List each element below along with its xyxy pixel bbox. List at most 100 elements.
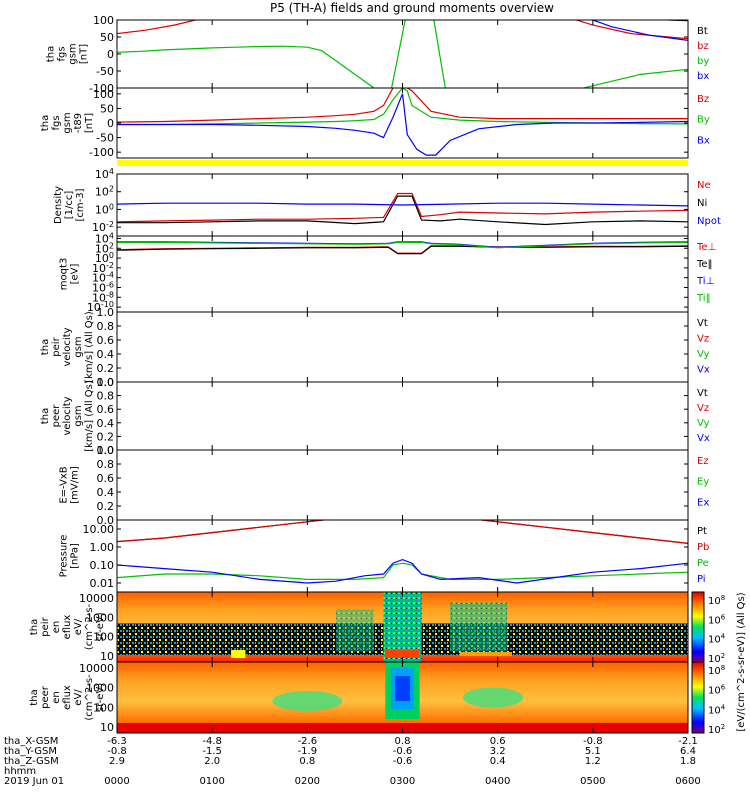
ytick-peir_velocity-2: 0.6 [97,334,115,347]
svg-text:[eV/(cm^2-s-sr-eV)] (All Qs): [eV/(cm^2-s-sr-eV)] (All Qs) [736,592,747,731]
series-fgs_dsl-2 [117,93,688,156]
svg-text:tha: tha [40,115,51,131]
svg-text:en: en [51,691,62,704]
svg-text:tha: tha [40,339,51,355]
ytick-efield-5: 0.0 [97,514,115,527]
svg-text:-t89: -t89 [73,113,84,133]
svg-text:tha: tha [46,46,57,62]
legend-pressure-0: Pt [697,526,707,537]
ylabel-peir_velocity: tha peir velocity gsm [km/s] (All Qs) [40,311,95,383]
ytick-fgs-3: -50 [96,65,114,78]
xrow-1-val-2: -1.9 [298,746,318,757]
ylabel-peer_velocity: tha peer velocity gsm [km/s] (All Qs) [40,380,95,452]
ytick-peir_eflux-1: 1000 [86,611,114,624]
panel-pressure: Pt Pb Pe Pi 10.00 1.00 0.10 0.01 Pressure [nPa] [59,519,709,593]
ytick-pressure-3: 0.01 [90,577,115,590]
svg-text:(cm^2-s-: (cm^2-s- [84,674,95,721]
ytick-peer_velocity-1: 0.8 [97,390,115,403]
svg-text:[nT]: [nT] [84,113,95,133]
ylabel-density: Density [1/cc] [cm-3] [53,186,86,224]
colorbar-strip-0 [691,591,705,663]
xrow-0-val-0: -6.3 [107,736,127,747]
ytick-peer_velocity-0: 1.0 [97,376,115,389]
xrow-0-val-4: 0.6 [490,736,506,747]
ytick-fgs-1: 50 [100,31,114,44]
xrow-0-val-2: -2.6 [298,736,318,747]
ytick-peer_velocity-2: 0.6 [97,403,115,416]
svg-text:gsm: gsm [73,405,84,426]
heatmap-peer_eflux [117,662,688,733]
legend-peer_velocity-0: Vt [697,388,708,399]
legend-fgs-2: by [697,56,709,67]
xrow-0-val-3: 0.8 [395,736,411,747]
xtick-time-0: 0000 [104,776,129,787]
ytick-pressure-0: 10.00 [83,523,115,536]
series-pressure-3 [117,558,688,584]
legend-fgs-0: Bt [697,26,708,37]
ytick-peir_eflux-3: 10 [100,650,114,663]
legend-temperature-2: Ti⊥ [696,276,714,287]
xtick-time-4: 0400 [485,776,510,787]
xtick-time-6: 0600 [675,776,700,787]
ytick-temperature-5: 10-6 [92,280,114,294]
svg-text:tha: tha [29,689,40,705]
colorbar-strip-1 [691,661,705,734]
legend-efield-0: Ez [697,456,709,467]
ytick-peir_velocity-1: 0.8 [97,320,115,333]
svg-text:eflux: eflux [62,685,73,710]
svg-text:peer: peer [51,404,62,428]
series-density-2 [117,202,688,207]
ytick-peir_velocity-5: 0.0 [97,376,115,389]
series-temperature-1 [117,245,688,255]
panel-frame-pressure [116,519,689,593]
xrow-label-2: tha_Z-GSM [4,756,59,767]
panel-frame-efield [116,449,689,521]
ytick-fgs_dsl-0: 100 [93,88,114,101]
svg-text:[nPa]: [nPa] [70,543,81,569]
colorbar-tick-1-3: 102 [708,723,725,736]
xtick-time-1: 0100 [199,776,224,787]
ytick-fgs-4: -100 [89,82,114,95]
ytick-temperature-3: 10-2 [92,261,114,275]
xrow-1-val-5: 5.1 [585,746,601,757]
svg-text:[km/s] (All Qs): [km/s] (All Qs) [84,380,95,452]
svg-text:gsm: gsm [68,43,79,64]
svg-text:gsm: gsm [62,112,73,133]
ytick-efield-3: 0.4 [97,486,115,499]
series-density-0 [117,192,688,223]
legend-fgs_dsl-1: By [697,115,710,126]
svg-text:peir: peir [40,616,51,636]
legend-peer_velocity-1: Vz [697,403,709,414]
ytick-peer_velocity-4: 0.2 [97,430,115,443]
legend-density-0: Ne [697,180,711,191]
svg-text:fgs: fgs [51,115,62,130]
xrow-1-val-0: -0.8 [107,746,127,757]
svg-text:tha: tha [29,619,40,635]
ytick-temperature-0: 104 [95,231,114,245]
legend-density-1: Ni [697,198,707,209]
svg-text:[eV]: [eV] [70,264,81,285]
ytick-peir_velocity-4: 0.2 [97,362,115,375]
ytick-temperature-2: 100 [95,251,114,265]
colorbar-tick-1-2: 104 [708,703,726,716]
legend-fgs-1: bz [697,41,709,52]
ytick-peir_eflux-0: 10000 [79,592,114,605]
legend-pressure-3: Pi [697,574,706,585]
ylabel-efield: E=-VxB [mV/m] [59,466,81,504]
ytick-density-1: 102 [95,185,114,199]
colorbar-tick-1-0: 108 [708,664,725,677]
ytick-fgs_dsl-2: 0 [107,117,114,130]
xrow-label-0: tha_X-GSM [4,736,58,747]
series-fgs_dsl-0 [117,88,688,123]
ytick-peer_eflux-2: 100 [93,701,114,714]
xtick-time-5: 0500 [580,776,605,787]
ytick-efield-2: 0.6 [97,472,115,485]
ytick-fgs_dsl-3: -50 [96,132,114,145]
x-axis-group: tha_X-GSM -6.3 -4.8 -2.6 0.8 0.6 -0.8 -2.1tha_Y… [4,20,701,787]
ytick-density-2: 100 [95,202,114,216]
legend-peir_velocity-1: Vz [697,334,709,345]
